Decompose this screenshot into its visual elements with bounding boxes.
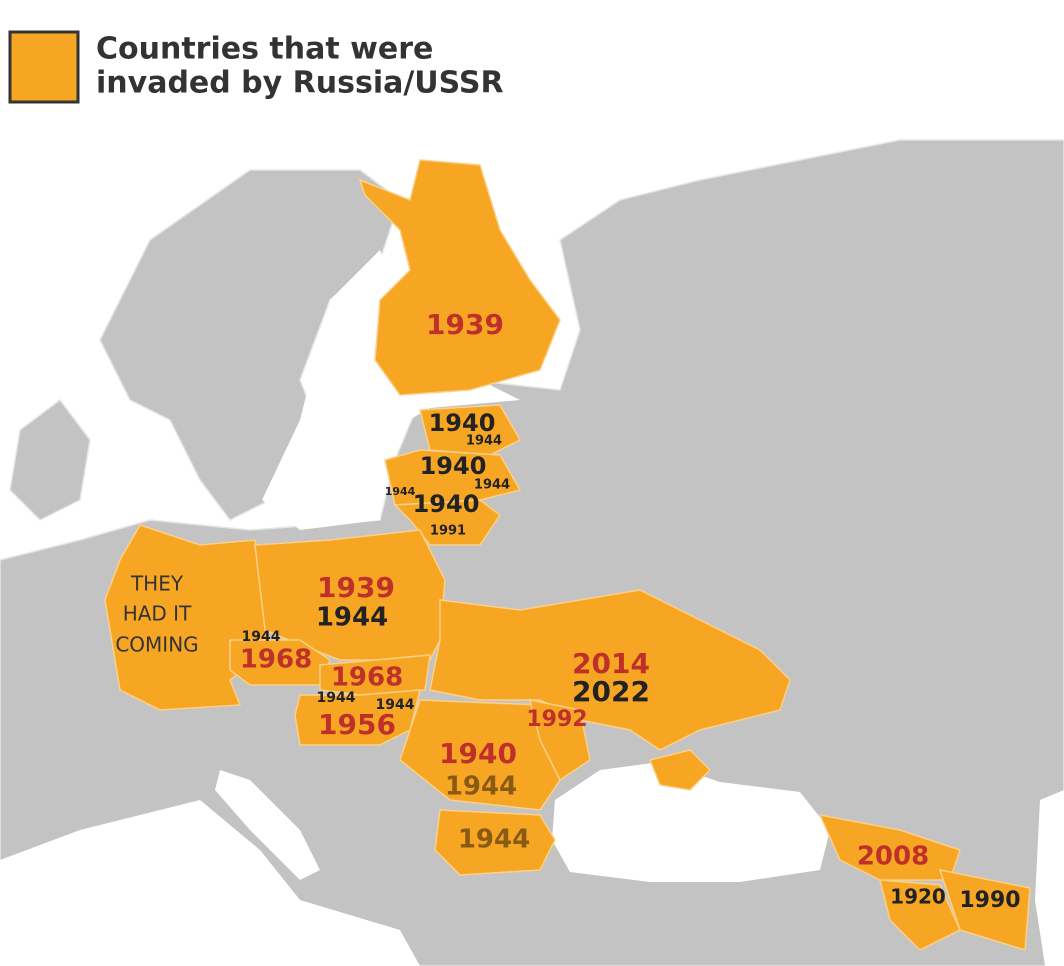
year-label: 1992 <box>526 707 587 732</box>
year-label: 1944 <box>445 772 517 802</box>
year-label: 2022 <box>572 675 650 708</box>
sea-black <box>552 762 830 882</box>
year-label: 1944 <box>474 478 510 493</box>
region-ukraine <box>429 589 791 751</box>
year-label: 1991 <box>430 524 466 539</box>
year-label: 2008 <box>857 842 929 872</box>
region-hungary <box>294 689 421 746</box>
year-label: 1940 <box>420 452 487 480</box>
caption: HAD IT <box>123 602 192 626</box>
year-label: 2014 <box>572 647 650 680</box>
legend-line: invaded by Russia/USSR <box>96 66 504 101</box>
sea-caspian <box>1035 790 1064 966</box>
region-azerbaijan <box>938 869 1031 951</box>
year-label: 1944 <box>317 690 356 706</box>
caption: COMING <box>115 633 198 657</box>
region-moldova <box>528 699 591 782</box>
legend-line: Countries that were <box>96 32 433 67</box>
year-label: 1990 <box>959 888 1020 913</box>
sea-baltic <box>262 250 520 530</box>
year-label: 1944 <box>466 434 502 449</box>
year-label: 1944 <box>385 485 416 498</box>
region-germany <box>104 524 271 711</box>
year-label: 1944 <box>316 603 388 633</box>
year-label: 1939 <box>317 571 395 604</box>
legend-swatch <box>8 30 80 104</box>
land-uk <box>9 398 91 521</box>
year-label: 1956 <box>318 708 396 741</box>
sea-adriatic <box>215 770 320 880</box>
year-label: 1940 <box>429 409 496 437</box>
caption: THEY <box>130 572 184 596</box>
year-label: 1940 <box>439 737 517 770</box>
region-crimea <box>648 749 712 791</box>
sea-mediterranean <box>0 800 420 966</box>
year-label: 1940 <box>413 490 480 518</box>
year-label: 1944 <box>458 825 530 855</box>
region-armenia <box>879 879 961 951</box>
year-label: 1968 <box>240 645 312 675</box>
year-label: 1968 <box>331 663 403 693</box>
region-estonia <box>419 404 522 456</box>
region-bulgaria <box>434 809 556 876</box>
region-poland <box>254 529 446 661</box>
region-finland <box>358 159 561 396</box>
year-label: 1944 <box>376 697 415 713</box>
year-label: 1944 <box>242 629 281 645</box>
land-scandinavia <box>99 169 401 521</box>
year-label: 1939 <box>426 308 504 341</box>
year-label: 1920 <box>890 885 946 909</box>
land-continent <box>0 139 1064 966</box>
